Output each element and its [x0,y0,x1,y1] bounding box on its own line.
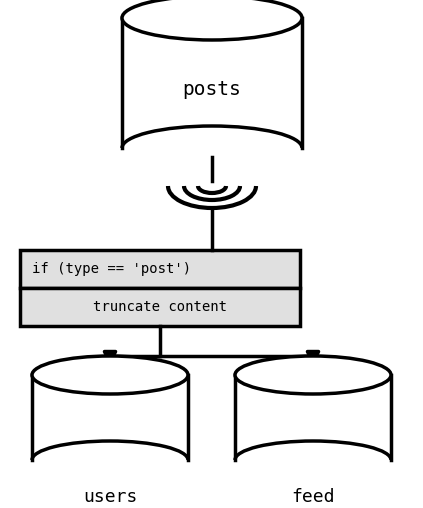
Bar [122,18,302,148]
Bar [20,288,300,326]
Text: feed: feed [291,488,335,506]
Text: posts: posts [183,80,242,99]
Bar [235,375,391,460]
Bar [20,250,300,288]
Ellipse shape [32,356,188,394]
Text: users: users [83,488,137,506]
Ellipse shape [122,0,302,40]
Bar [32,375,188,460]
Text: truncate content: truncate content [93,300,227,314]
Ellipse shape [235,356,391,394]
Text: if (type == 'post'): if (type == 'post') [32,262,191,276]
